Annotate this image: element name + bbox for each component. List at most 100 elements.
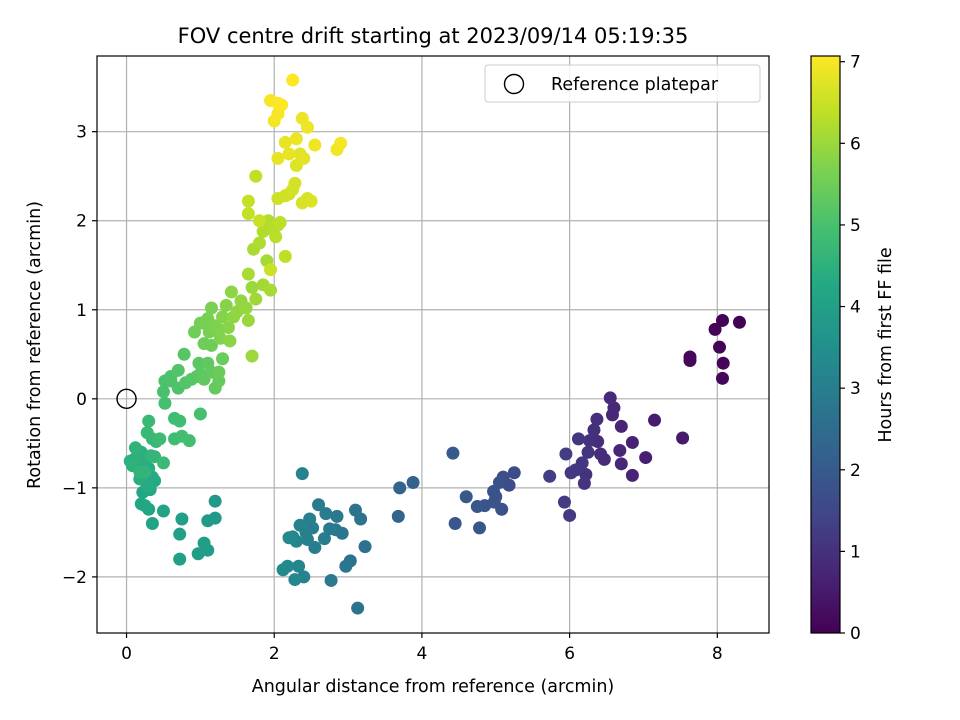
data-point [224, 285, 238, 299]
data-point [293, 518, 307, 532]
data-point [191, 547, 205, 561]
data-point [391, 509, 405, 523]
data-point [732, 315, 746, 329]
data-point [563, 508, 577, 522]
data-point [603, 391, 617, 405]
legend: Reference platepar [484, 64, 761, 103]
x-tick-label: 6 [564, 644, 575, 664]
data-point [158, 396, 172, 410]
data-point [713, 340, 727, 354]
data-point [292, 559, 306, 573]
data-point [406, 476, 420, 490]
x-tick-label: 0 [121, 644, 132, 664]
data-point [264, 283, 278, 297]
data-point [577, 476, 591, 490]
data-point [193, 407, 207, 421]
data-point [459, 490, 473, 504]
data-point [282, 531, 296, 545]
colorbar-ticks: 0 1 2 3 4 5 6 7 [840, 53, 861, 644]
data-point [145, 516, 159, 530]
y-tick-label: 2 [76, 212, 87, 232]
reference-platepar-marker [116, 388, 137, 410]
y-tick-label: 0 [76, 390, 87, 410]
data-point [156, 385, 170, 399]
data-point [219, 298, 233, 312]
data-point [271, 151, 285, 165]
data-point [241, 207, 255, 221]
data-point [153, 432, 167, 446]
data-point [134, 497, 148, 511]
data-point [559, 447, 573, 461]
data-point [583, 434, 597, 448]
data-point [557, 495, 571, 509]
data-point [288, 573, 302, 587]
data-point [312, 498, 326, 512]
data-point [708, 322, 722, 336]
data-point [256, 224, 270, 238]
data-point [286, 73, 300, 87]
data-point [543, 469, 557, 483]
data-point [288, 176, 302, 190]
data-point [581, 445, 595, 459]
data-point [614, 457, 628, 471]
data-point [715, 313, 729, 327]
data-point [156, 504, 170, 518]
data-point [319, 507, 333, 521]
data-point [330, 509, 344, 523]
data-point [358, 540, 372, 554]
data-point [715, 371, 729, 385]
data-point [446, 446, 460, 460]
data-point [487, 484, 501, 498]
data-point [303, 512, 317, 526]
data-point [223, 334, 237, 348]
colorbar-label: Hours from first FF file [876, 247, 896, 442]
data-point [241, 313, 255, 327]
data-point [317, 532, 331, 546]
data-point [197, 337, 211, 351]
y-tick-label: 1 [76, 301, 87, 321]
data-point [212, 374, 226, 388]
data-point [175, 512, 189, 526]
data-point [201, 514, 215, 528]
data-point [564, 466, 578, 480]
data-point [249, 292, 263, 306]
legend-box [484, 64, 761, 103]
colorbar-tick-label: 7 [850, 53, 861, 73]
data-point [716, 356, 730, 370]
y-axis-label: Rotation from reference (arcmin) [25, 201, 45, 489]
data-point [639, 451, 653, 465]
data-point [221, 321, 235, 335]
data-point [614, 419, 628, 433]
data-point [351, 601, 365, 615]
data-point [278, 249, 292, 263]
data-point [264, 263, 278, 277]
data-point [138, 465, 152, 479]
data-point [324, 573, 338, 587]
data-point [216, 310, 230, 324]
data-point [295, 467, 309, 481]
data-point [587, 423, 601, 437]
data-point [300, 120, 314, 134]
data-point [339, 559, 353, 573]
data-point [182, 434, 196, 448]
colorbar-tick-label: 0 [850, 624, 861, 644]
data-point [216, 352, 230, 366]
data-point [470, 500, 484, 514]
data-point [304, 194, 318, 208]
data-point [625, 468, 639, 482]
plot-area-frame [96, 55, 770, 634]
data-point [212, 365, 226, 379]
colorbar-tick-label: 1 [850, 542, 861, 562]
data-point [204, 301, 218, 315]
data-point [208, 494, 222, 508]
data-point [245, 281, 259, 295]
data-point [613, 443, 627, 457]
chart-title: FOV centre drift starting at 2023/09/14 … [178, 24, 689, 48]
data-point [605, 408, 619, 422]
data-point [297, 151, 311, 165]
data-point [241, 267, 255, 281]
x-axis-label: Angular distance from reference (arcmin) [252, 677, 615, 697]
data-point [197, 536, 211, 550]
x-tick-label: 4 [417, 644, 428, 664]
